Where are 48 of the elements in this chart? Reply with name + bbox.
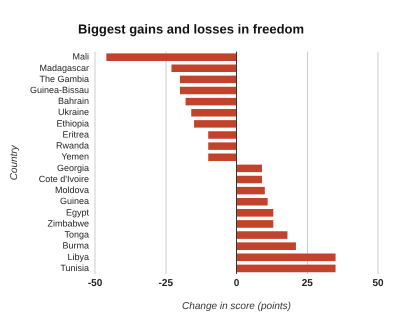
y-tick-label: Mali: [72, 52, 90, 62]
y-tick-label: Ethiopia: [56, 118, 90, 128]
chart-title: Biggest gains and losses in freedom: [78, 21, 304, 36]
y-tick-label: Zimbabwe: [48, 218, 90, 228]
y-tick-label: Georgia: [57, 162, 90, 173]
y-tick-label: Libya: [68, 252, 90, 262]
y-tick-label: Rwanda: [56, 140, 90, 151]
y-tick-label: Tonga: [64, 230, 90, 240]
bar: [237, 186, 265, 194]
x-tick-label: -50: [88, 278, 103, 289]
x-tick-label: 0: [234, 278, 240, 289]
bar: [208, 131, 236, 139]
bar: [237, 264, 336, 272]
bar: [194, 120, 236, 128]
bar: [106, 53, 236, 61]
bar: [171, 64, 236, 72]
bar: [180, 86, 236, 94]
bar: [186, 98, 236, 106]
bar: [180, 76, 236, 84]
x-axis-title: Change in score (points): [182, 300, 291, 312]
y-tick-label: Guinea-Bissau: [30, 85, 90, 96]
bar: [237, 164, 262, 172]
bar: [237, 209, 274, 217]
y-tick-label: The Gambia: [40, 74, 90, 84]
bar: [237, 231, 288, 239]
y-tick-label: Guinea: [60, 196, 90, 206]
x-tick-label: 50: [372, 278, 384, 289]
y-tick-label: Egypt: [66, 207, 90, 218]
y-tick-label: Yemen: [61, 152, 90, 162]
y-tick-label: Tunisia: [60, 262, 90, 273]
bar: [237, 198, 268, 206]
bar: [237, 254, 336, 262]
bar: [237, 242, 296, 250]
bar: [237, 176, 262, 184]
bar: [191, 108, 236, 117]
y-tick-label: Moldova: [55, 185, 90, 196]
bar: [208, 142, 236, 150]
x-tick-label: -25: [158, 278, 174, 289]
y-tick-label: Ukraine: [58, 107, 90, 118]
y-tick-label: Cote d'Ivoire: [38, 174, 90, 184]
y-tick-label: Eritrea: [62, 129, 90, 140]
y-tick-label: Madagascar: [40, 62, 90, 73]
y-axis-title: Country: [8, 144, 20, 180]
y-tick-label: Burma: [62, 240, 90, 251]
x-tick-label: 25: [302, 278, 314, 289]
y-tick-label: Bahrain: [58, 96, 90, 106]
bar: [208, 153, 236, 162]
bar: [237, 220, 274, 228]
